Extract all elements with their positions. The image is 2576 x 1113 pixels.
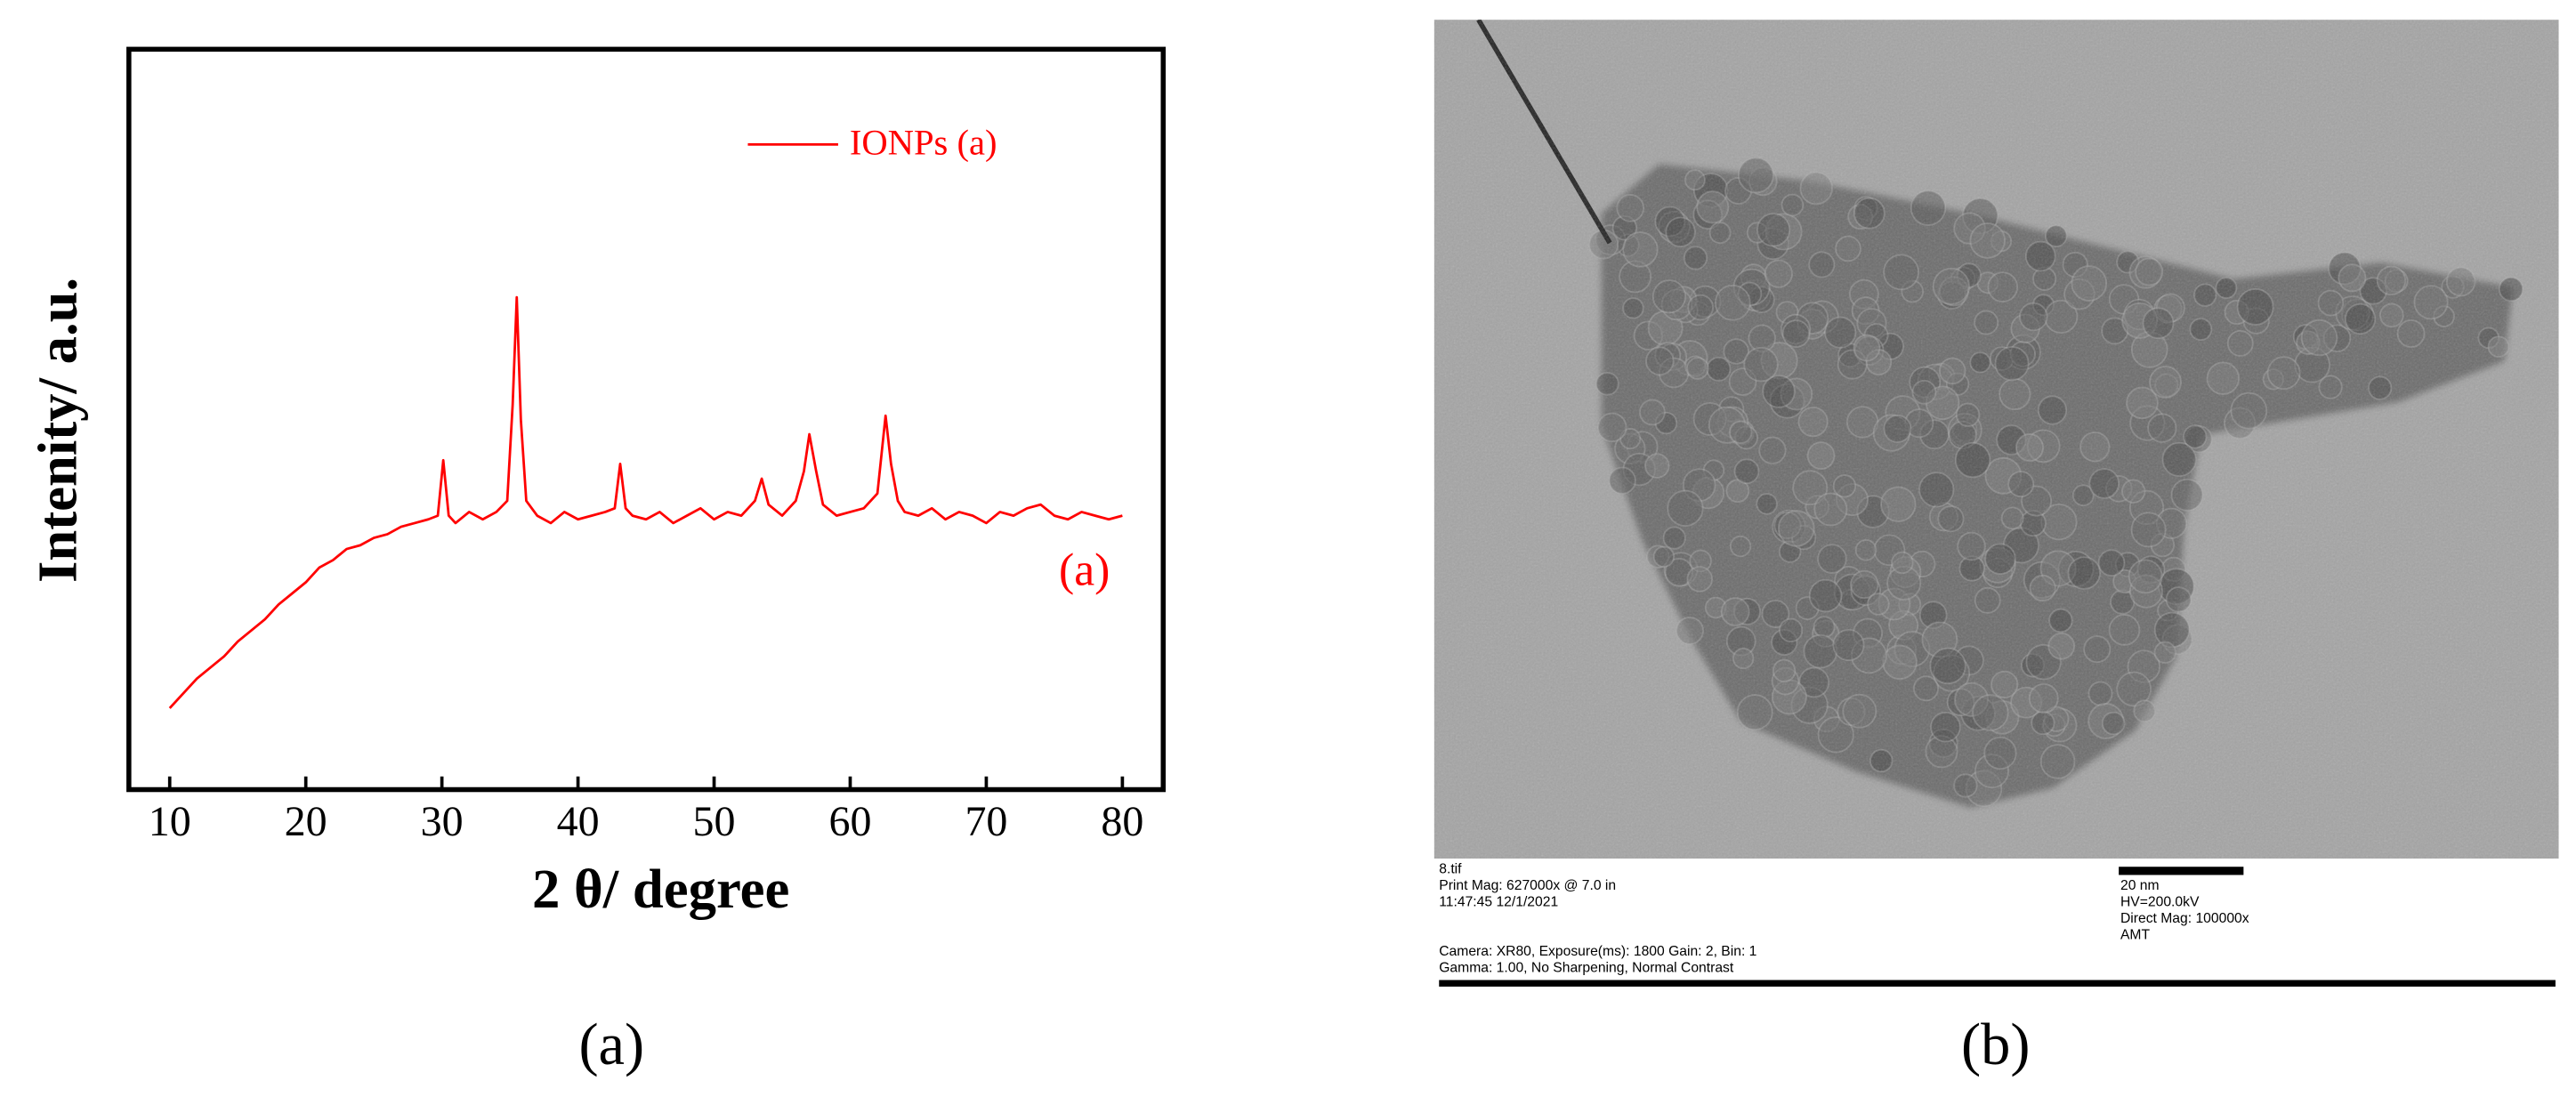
info-text: Gamma: 1.00, No Sharpening, Normal Contr…: [1439, 960, 1734, 975]
axes-frame: [126, 46, 1167, 793]
info-text: Camera: XR80, Exposure(ms): 1800 Gain: 2…: [1439, 944, 1756, 959]
info-rule: [1439, 980, 2556, 987]
annotation: (a): [1059, 545, 1110, 596]
x-tick-label: 50: [693, 798, 736, 845]
scale-bar: [2119, 867, 2244, 875]
x-tick-label: 20: [285, 798, 327, 845]
x-tick-label: 40: [557, 798, 600, 845]
info-text: 20 nm: [2120, 878, 2160, 893]
tem-image: [1433, 20, 2559, 859]
y-axis-label: Intenity/ a.u.: [26, 278, 88, 583]
x-tick-label: 30: [421, 798, 464, 845]
data-line: [168, 295, 1123, 709]
info-text: 8.tif: [1439, 862, 1462, 877]
x-axis-label: 2 θ/ degree: [532, 858, 789, 920]
x-tick-label: 70: [965, 798, 1007, 845]
x-tick-label: 10: [149, 798, 191, 845]
legend-label: IONPs (a): [850, 123, 997, 163]
panel-caption: (b): [1961, 1012, 2030, 1077]
tem-info: 8.tif Print Mag: 627000x @ 7.0 in 11:47:…: [1439, 862, 2249, 976]
x-tick-label: 80: [1101, 798, 1143, 845]
info-text: AMT: [2120, 927, 2151, 942]
info-text: Print Mag: 627000x @ 7.0 in: [1439, 878, 1616, 893]
panel-caption: (a): [578, 1012, 644, 1077]
x-tick-label: 60: [828, 798, 871, 845]
grain: [1433, 20, 2559, 859]
info-text: HV=200.0kV: [2120, 895, 2200, 910]
info-text: 11:47:45 12/1/2021: [1439, 895, 1558, 910]
info-text: Direct Mag: 100000x: [2120, 911, 2249, 926]
